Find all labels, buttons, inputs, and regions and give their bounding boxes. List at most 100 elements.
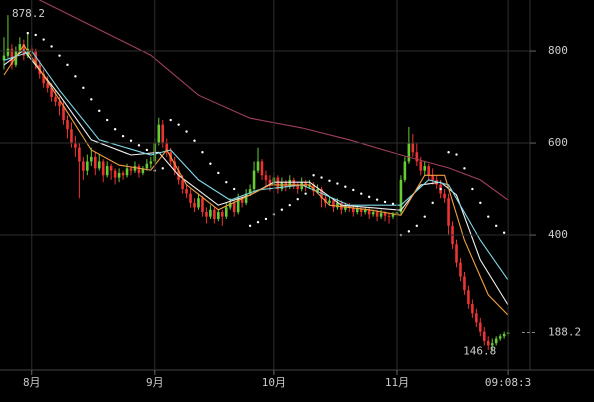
sar-dot	[66, 63, 69, 67]
sar-dot	[264, 217, 268, 221]
sar-dot	[58, 54, 61, 57]
candle-body	[391, 214, 395, 217]
candle-body	[411, 143, 415, 153]
candle-body	[419, 161, 423, 171]
candle-body	[264, 175, 268, 180]
sar-dot	[137, 144, 141, 147]
candle-body	[387, 215, 391, 217]
candle-body	[197, 198, 200, 208]
candle-body	[455, 244, 458, 263]
candle-body	[312, 184, 315, 192]
candle-body	[117, 172, 121, 178]
candle-body	[181, 179, 184, 190]
candle-body	[221, 212, 224, 217]
y-tick-label: 800	[548, 44, 568, 57]
candle-body	[105, 166, 109, 176]
candle-body	[486, 340, 490, 346]
candle-body	[109, 166, 113, 171]
candle-body	[97, 161, 101, 169]
sar-dot	[431, 201, 434, 205]
sar-dot	[407, 230, 411, 233]
candle-body	[70, 129, 73, 144]
candle-body	[18, 44, 22, 52]
candle-body	[447, 198, 450, 226]
candle-body	[42, 74, 45, 84]
candle-body	[479, 322, 482, 332]
candle-body	[336, 202, 339, 208]
sar-dot	[248, 224, 252, 228]
candle-body	[133, 166, 137, 171]
candle-body	[58, 101, 61, 107]
ma-line	[3, 50, 509, 281]
y-tick-label: 600	[548, 136, 568, 149]
candle-body	[93, 156, 97, 169]
x-tick-label: 10月	[262, 376, 286, 389]
sar-dot	[145, 148, 149, 152]
sar-dot	[375, 198, 379, 201]
candle-body	[141, 168, 145, 173]
candle-body	[300, 182, 303, 190]
candle-body	[359, 208, 363, 213]
candle-body	[78, 147, 81, 162]
candle-body	[355, 208, 359, 213]
candle-body	[6, 48, 10, 56]
candle-body	[34, 51, 38, 65]
candle-body	[403, 161, 407, 180]
sar-dot	[280, 208, 284, 211]
candle-body	[490, 343, 494, 346]
candle-body	[236, 198, 240, 213]
sar-dot	[42, 38, 45, 41]
candle-body	[240, 198, 244, 203]
sar-dot	[296, 197, 299, 201]
sar-dot	[233, 187, 236, 191]
candle-body	[352, 207, 355, 213]
candle-body	[121, 172, 125, 176]
candle-body	[205, 212, 208, 217]
candle-body	[482, 331, 486, 341]
candle-body	[459, 262, 462, 277]
sar-dot	[121, 134, 125, 138]
candle-body	[431, 175, 434, 180]
sar-dot	[344, 185, 347, 188]
candle-body	[371, 212, 375, 215]
candle-body	[129, 168, 133, 171]
candle-body	[54, 97, 57, 102]
sar-dot	[439, 187, 442, 191]
sar-dot	[217, 171, 220, 175]
candle-body	[217, 212, 220, 219]
candle-body	[90, 156, 93, 162]
sar-dot	[502, 231, 506, 234]
sar-dot	[26, 31, 29, 35]
sar-dot	[161, 167, 164, 170]
candle-body	[260, 161, 264, 176]
candle-body	[399, 179, 403, 213]
candle-body	[244, 193, 248, 203]
sar-dot	[105, 118, 109, 122]
sar-dot	[487, 215, 490, 218]
candle-body	[332, 200, 335, 208]
candle-body	[201, 198, 204, 213]
candle-body	[463, 276, 466, 291]
sar-dot	[391, 202, 395, 205]
y-tick-label: 400	[548, 228, 568, 241]
candle-body	[252, 170, 256, 190]
candle-body	[502, 333, 506, 337]
sar-dot	[98, 109, 101, 113]
candle-body	[248, 189, 252, 194]
sar-dot	[352, 188, 355, 192]
candle-body	[494, 338, 498, 344]
sar-dot	[320, 176, 323, 179]
sar-dot	[50, 45, 53, 48]
sar-dot	[479, 201, 482, 205]
candle-body	[415, 152, 419, 162]
candle-body	[209, 209, 212, 217]
candle-body	[367, 209, 371, 215]
price-annotation: 878.2	[12, 7, 45, 20]
candle-body	[276, 177, 280, 190]
candle-body	[423, 166, 427, 171]
candle-body	[232, 202, 236, 213]
plot-area	[2, 0, 510, 352]
candle-body	[280, 182, 284, 190]
sar-dot	[113, 128, 117, 131]
candle-body	[145, 163, 149, 169]
